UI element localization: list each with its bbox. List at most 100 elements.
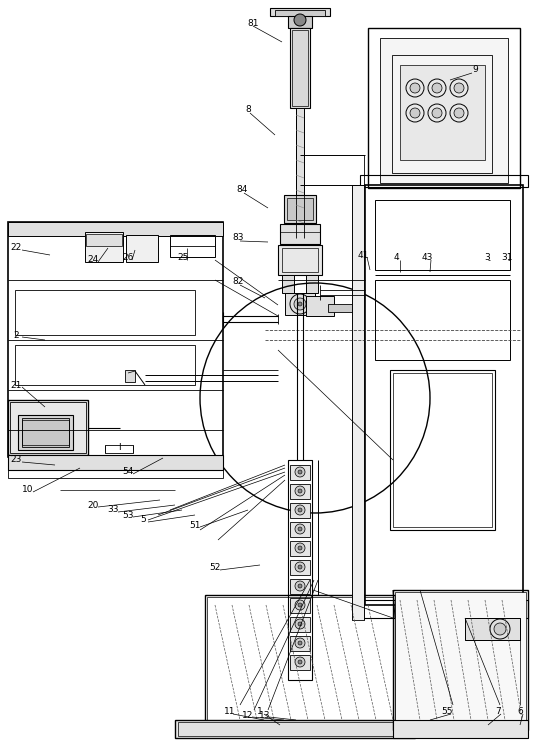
Bar	[290, 541, 310, 556]
Circle shape	[295, 543, 305, 553]
Bar	[368, 28, 520, 188]
Text: 5: 5	[140, 516, 146, 524]
Circle shape	[298, 565, 302, 569]
Circle shape	[295, 486, 305, 496]
Bar	[10, 402, 86, 453]
Bar	[126, 235, 158, 262]
Circle shape	[298, 508, 302, 512]
Bar	[284, 195, 316, 223]
Circle shape	[295, 467, 305, 477]
Bar	[282, 275, 294, 293]
Circle shape	[295, 619, 305, 629]
Bar	[288, 460, 312, 680]
Bar	[287, 198, 313, 220]
Circle shape	[494, 623, 506, 635]
Bar	[352, 185, 364, 620]
Circle shape	[432, 83, 442, 93]
Text: 13: 13	[259, 711, 271, 720]
Text: 83: 83	[232, 233, 244, 243]
Bar	[290, 598, 310, 613]
Bar	[205, 595, 395, 735]
Circle shape	[298, 622, 302, 626]
Bar	[375, 280, 510, 360]
Bar	[395, 592, 526, 728]
Text: 54: 54	[122, 468, 134, 477]
Text: 6: 6	[517, 708, 523, 717]
Text: 12: 12	[243, 711, 254, 720]
Text: 25: 25	[177, 253, 189, 262]
Bar	[175, 720, 415, 738]
Bar	[8, 222, 223, 236]
Bar	[85, 232, 123, 262]
Bar	[306, 275, 318, 293]
Bar	[290, 28, 310, 108]
Text: 23: 23	[10, 455, 22, 464]
Bar	[8, 455, 223, 470]
Bar	[290, 484, 310, 499]
Bar	[296, 108, 304, 238]
Bar	[360, 600, 528, 618]
Bar	[390, 370, 495, 530]
Circle shape	[295, 600, 305, 610]
Text: 8: 8	[245, 106, 251, 115]
Text: 52: 52	[209, 563, 221, 572]
Bar	[282, 248, 318, 272]
Bar	[22, 418, 69, 447]
Bar	[86, 234, 122, 246]
Circle shape	[298, 641, 302, 645]
Text: 82: 82	[232, 277, 244, 287]
Circle shape	[294, 14, 306, 26]
Text: 22: 22	[10, 244, 22, 253]
Bar	[393, 373, 492, 527]
Text: 33: 33	[107, 506, 119, 515]
Circle shape	[295, 562, 305, 572]
Bar	[278, 245, 322, 275]
Bar	[290, 636, 310, 651]
Text: 24: 24	[87, 256, 99, 264]
Text: 55: 55	[441, 708, 453, 717]
Text: I: I	[118, 443, 120, 452]
Bar	[288, 16, 312, 28]
Circle shape	[295, 524, 305, 534]
Bar	[280, 224, 320, 244]
Bar	[290, 617, 310, 632]
Circle shape	[454, 83, 464, 93]
Circle shape	[454, 108, 464, 118]
Text: 81: 81	[247, 19, 259, 28]
Circle shape	[298, 603, 302, 607]
Bar	[290, 655, 310, 670]
Text: 3: 3	[484, 253, 490, 262]
Text: 20: 20	[87, 501, 99, 510]
Bar	[290, 560, 310, 575]
Circle shape	[298, 660, 302, 664]
Bar	[8, 400, 88, 455]
Bar	[125, 370, 135, 382]
Bar	[8, 470, 223, 478]
Bar	[285, 293, 315, 315]
Circle shape	[298, 546, 302, 550]
Bar	[275, 10, 325, 16]
Bar	[207, 597, 393, 733]
Bar	[306, 296, 334, 316]
Text: 41: 41	[357, 250, 369, 259]
Text: 2: 2	[13, 331, 19, 340]
Text: 1: 1	[257, 708, 263, 717]
Bar	[15, 290, 195, 335]
Circle shape	[294, 298, 306, 310]
Circle shape	[295, 638, 305, 648]
Circle shape	[410, 83, 420, 93]
Text: 7: 7	[495, 708, 501, 717]
Bar	[18, 415, 73, 450]
Text: 26: 26	[122, 253, 134, 262]
Circle shape	[295, 505, 305, 515]
Text: 84: 84	[236, 186, 248, 194]
Circle shape	[295, 657, 305, 667]
Text: 51: 51	[189, 521, 201, 530]
Bar	[105, 445, 133, 453]
Bar	[290, 579, 310, 594]
Bar	[292, 30, 308, 106]
Text: 9: 9	[472, 66, 478, 75]
Bar	[400, 65, 485, 160]
Text: 10: 10	[22, 486, 34, 495]
Bar	[392, 55, 492, 173]
